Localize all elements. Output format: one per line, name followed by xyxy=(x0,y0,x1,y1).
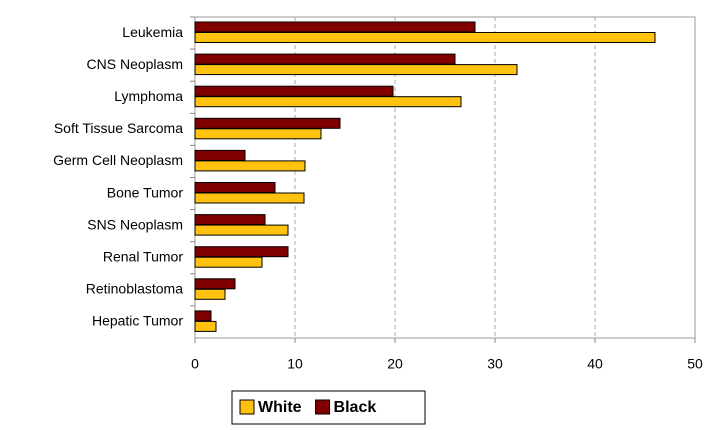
bar xyxy=(194,32,656,43)
y-tick-label: SNS Neoplasm xyxy=(87,216,183,232)
y-tick-label: Germ Cell Neoplasm xyxy=(53,152,183,168)
y-tick-label: Soft Tissue Sarcoma xyxy=(54,120,183,136)
x-tick-label: 0 xyxy=(191,356,199,372)
bar xyxy=(194,288,226,300)
bar xyxy=(194,64,518,76)
bar xyxy=(194,85,394,97)
x-tick-label: 10 xyxy=(287,356,303,372)
y-tick-label: Bone Tumor xyxy=(107,184,184,200)
x-tick-label: 20 xyxy=(387,356,403,372)
bar xyxy=(194,182,276,193)
legend: White Black xyxy=(239,399,377,416)
legend-label: White xyxy=(258,399,302,416)
bar xyxy=(194,96,462,108)
x-tick-label: 50 xyxy=(687,356,703,372)
bar xyxy=(194,246,289,258)
bar xyxy=(194,320,217,332)
bar xyxy=(194,214,266,226)
y-tick-label: Renal Tumor xyxy=(103,248,183,264)
bar xyxy=(194,224,289,236)
legend-swatch xyxy=(315,399,331,415)
bar xyxy=(194,117,341,129)
y-tick-label: CNS Neoplasm xyxy=(87,56,183,72)
legend-label: Black xyxy=(334,399,377,416)
legend-swatch xyxy=(239,399,255,415)
bar xyxy=(194,278,236,290)
x-tick-label: 30 xyxy=(487,356,503,372)
bar xyxy=(194,310,212,322)
bar xyxy=(194,21,476,33)
bar xyxy=(194,192,305,204)
bar xyxy=(194,53,456,65)
y-tick-label: Leukemia xyxy=(122,24,183,40)
bar xyxy=(194,256,263,268)
x-tick-label: 40 xyxy=(587,356,603,372)
bar xyxy=(194,160,306,172)
bar xyxy=(194,128,322,140)
bar xyxy=(194,149,246,161)
y-tick-label: Lymphoma xyxy=(114,88,183,104)
y-tick-label: Retinoblastoma xyxy=(86,281,183,297)
y-tick-label: Hepatic Tumor xyxy=(92,313,183,329)
